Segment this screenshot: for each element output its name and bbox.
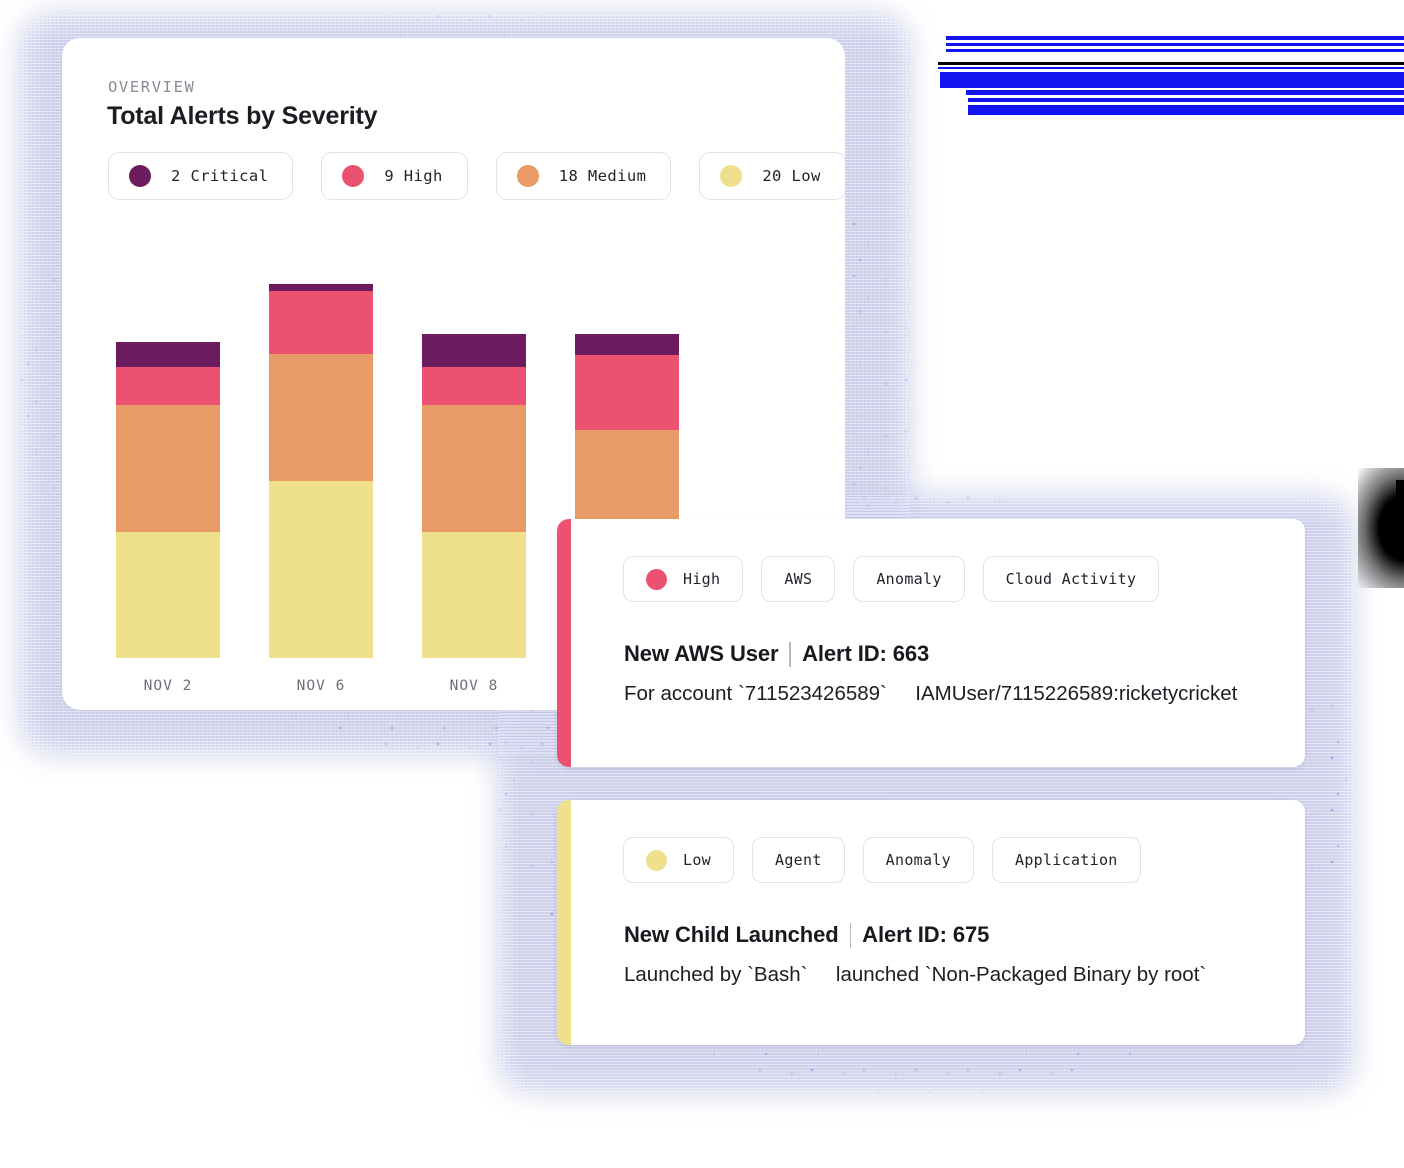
- alert-tag-label: Anomaly: [885, 851, 951, 869]
- alert-description-prefix: Launched by `Bash`: [624, 963, 808, 986]
- x-tick-label: NOV 6: [296, 678, 346, 694]
- alert-tag-row: High AWS Anomaly Cloud Activity: [623, 556, 1160, 602]
- severity-dot-icon: [646, 849, 667, 871]
- alert-title: New Child Launched Alert ID: 675: [624, 922, 989, 948]
- alert-card[interactable]: Low Agent Anomaly Application New Child …: [557, 800, 1305, 1045]
- bar-column[interactable]: [116, 341, 220, 658]
- alert-description-suffix: launched `Non-Packaged Binary by root`: [835, 963, 1207, 986]
- legend-item-label: 2 Critical: [171, 167, 269, 185]
- alert-tag[interactable]: Application: [991, 837, 1141, 883]
- panel-eyebrow: OVERVIEW: [108, 78, 196, 96]
- legend-item-label: 20 Low: [762, 167, 821, 185]
- alert-tag-row: Low Agent Anomaly Application: [623, 837, 1141, 883]
- alert-severity-label: High: [683, 570, 721, 588]
- bar-segment-critical[interactable]: [575, 334, 679, 355]
- chart-x-axis: NOV 2 NOV 6 NOV 8: [108, 678, 808, 704]
- render-artifact-blob: [1358, 468, 1404, 588]
- alert-tag-label: Cloud Activity: [1005, 570, 1137, 588]
- bar-column[interactable]: [269, 283, 373, 658]
- alert-severity-tag[interactable]: Low: [623, 837, 734, 883]
- alert-tag[interactable]: Cloud Activity: [982, 556, 1160, 602]
- alert-title: New AWS User Alert ID: 663: [624, 641, 929, 667]
- legend-item-low[interactable]: 20 Low: [699, 152, 845, 200]
- alert-description: Launched by `Bash` launched `Non-Package…: [624, 963, 1206, 987]
- alert-tag[interactable]: Anomaly: [853, 556, 965, 602]
- legend-item-medium[interactable]: 18 Medium: [495, 152, 672, 200]
- alert-tag[interactable]: Agent: [752, 837, 845, 883]
- severity-dot-icon: [342, 165, 365, 187]
- legend-item-critical[interactable]: 2 Critical: [108, 152, 294, 200]
- alert-name: New Child Launched: [624, 922, 839, 947]
- alert-severity-tag[interactable]: High: [623, 556, 744, 602]
- bar-segment-critical[interactable]: [116, 341, 220, 368]
- alert-tag[interactable]: Anomaly: [862, 837, 974, 883]
- render-artifact-scanlines: [938, 36, 1404, 136]
- alert-card[interactable]: High AWS Anomaly Cloud Activity New AWS …: [557, 519, 1305, 767]
- stacked-bar-chart: [108, 228, 808, 658]
- bar-segment-low[interactable]: [422, 531, 526, 658]
- legend-item-label: 18 Medium: [558, 167, 647, 185]
- title-divider-icon: [789, 641, 792, 667]
- alert-tag-label: Agent: [775, 851, 822, 869]
- severity-dot-icon: [516, 165, 539, 187]
- alert-id: Alert ID: 663: [802, 641, 930, 666]
- alert-severity-accent-bar: [557, 800, 571, 1045]
- severity-dot-icon: [720, 165, 743, 187]
- bar-segment-critical[interactable]: [269, 283, 373, 292]
- alert-card-body: High AWS Anomaly Cloud Activity New AWS …: [571, 519, 1305, 767]
- severity-legend: 2 Critical 9 High 18 Medium 20 Low: [108, 152, 845, 200]
- alert-description-prefix: For account `711523426589`: [624, 682, 887, 705]
- bar-segment-high[interactable]: [575, 354, 679, 431]
- alert-severity-accent-bar: [557, 519, 571, 767]
- bar-segment-critical[interactable]: [422, 334, 526, 368]
- alert-card-body: Low Agent Anomaly Application New Child …: [571, 800, 1305, 1045]
- legend-item-high[interactable]: 9 High: [321, 152, 468, 200]
- bar-segment-medium[interactable]: [269, 354, 373, 481]
- bar-column[interactable]: [422, 334, 526, 658]
- title-divider-icon: [849, 922, 852, 948]
- alert-severity-label: Low: [683, 851, 711, 869]
- bar-segment-medium[interactable]: [422, 405, 526, 532]
- bar-segment-high[interactable]: [422, 367, 526, 406]
- legend-item-label: 9 High: [384, 167, 443, 185]
- alert-tag-label: AWS: [784, 570, 813, 588]
- alert-description: For account `711523426589` IAMUser/71152…: [624, 682, 1237, 706]
- render-artifact-edge-bar: [1396, 480, 1404, 510]
- bar-segment-medium[interactable]: [116, 405, 220, 532]
- severity-dot-icon: [646, 568, 667, 590]
- bar-segment-low[interactable]: [269, 480, 373, 658]
- alert-tag[interactable]: AWS: [761, 556, 836, 602]
- bar-segment-high[interactable]: [269, 291, 373, 355]
- alert-description-suffix: IAMUser/7115226589:ricketycricket: [915, 682, 1238, 705]
- bar-segment-low[interactable]: [116, 531, 220, 658]
- alert-tag-label: Application: [1014, 851, 1118, 869]
- severity-dot-icon: [129, 165, 151, 187]
- alert-id: Alert ID: 675: [862, 922, 990, 947]
- alert-name: New AWS User: [624, 641, 779, 666]
- alert-tag-label: Anomaly: [876, 570, 942, 588]
- x-tick-label: NOV 8: [449, 678, 499, 694]
- bar-segment-high[interactable]: [116, 367, 220, 406]
- page-title: Total Alerts by Severity: [107, 102, 378, 130]
- x-tick-label: NOV 2: [143, 678, 193, 694]
